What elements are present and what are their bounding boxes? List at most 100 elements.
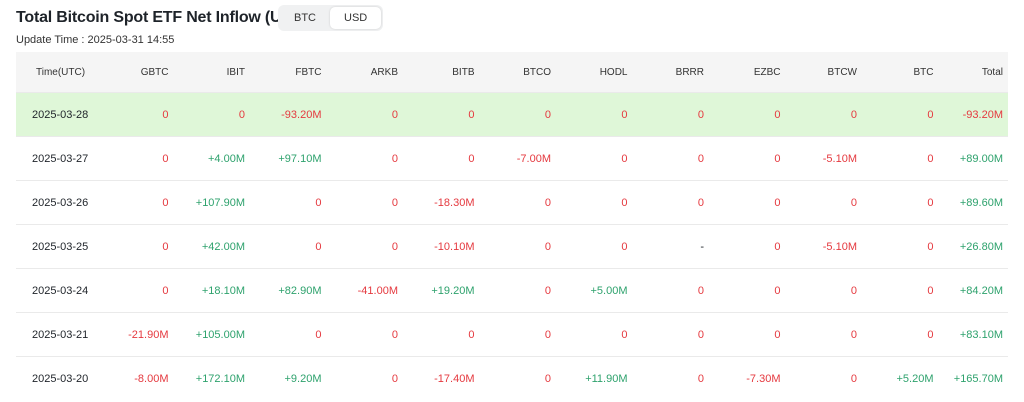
flow-cell: -5.10M [780, 136, 857, 181]
flow-cell: 0 [551, 312, 628, 357]
flow-cell: 0 [857, 224, 934, 269]
flow-cell: +26.80M [933, 224, 1008, 269]
column-header: BITB [398, 52, 475, 93]
date-cell: 2025-03-26 [16, 180, 92, 225]
flow-cell: +83.10M [933, 312, 1008, 357]
flow-cell: 0 [474, 180, 551, 225]
flow-cell: 0 [780, 356, 857, 400]
flow-cell: 0 [780, 92, 857, 137]
flow-cell: 0 [474, 224, 551, 269]
flow-cell: +172.10M [168, 356, 245, 400]
flow-cell: 0 [857, 268, 934, 313]
column-header: BTCO [474, 52, 551, 93]
column-header: IBIT [168, 52, 245, 93]
flow-cell: 0 [551, 180, 628, 225]
flow-cell: 0 [398, 312, 475, 357]
flow-cell: - [627, 224, 704, 269]
column-header: ARKB [321, 52, 398, 93]
unit-toggle: BTC USD [278, 5, 384, 31]
column-header: EZBC [704, 52, 781, 93]
flow-cell: 0 [321, 136, 398, 181]
flow-cell: 0 [92, 92, 169, 137]
flow-cell: +4.00M [168, 136, 245, 181]
flow-cell: 0 [704, 224, 781, 269]
flow-cell: 0 [92, 224, 169, 269]
flow-cell: 0 [168, 92, 245, 137]
flow-cell: 0 [704, 268, 781, 313]
column-header: Time(UTC) [16, 52, 92, 93]
flow-cell: -41.00M [321, 268, 398, 313]
flow-cell: 0 [474, 268, 551, 313]
flow-cell: 0 [92, 180, 169, 225]
flow-cell: 0 [704, 312, 781, 357]
flow-cell: 0 [551, 92, 628, 137]
flow-cell: 0 [780, 312, 857, 357]
flow-cell: -5.10M [780, 224, 857, 269]
flow-cell: +5.00M [551, 268, 628, 313]
flow-cell: 0 [627, 312, 704, 357]
flow-cell: +84.20M [933, 268, 1008, 313]
header-row: Time(UTC) GBTC IBIT FBTC ARKB BITB BTCO HODL BRR… [16, 52, 1008, 93]
flow-cell: -7.00M [474, 136, 551, 181]
flow-cell: 0 [627, 268, 704, 313]
flow-cell: -10.10M [398, 224, 475, 269]
column-header: GBTC [92, 52, 169, 93]
flow-cell: 0 [321, 92, 398, 137]
flow-cell: 0 [245, 180, 322, 225]
column-header: HODL [551, 52, 628, 93]
flow-cell: +97.10M [245, 136, 322, 181]
flow-cell: 0 [474, 356, 551, 400]
flow-cell: 0 [321, 356, 398, 400]
date-cell: 2025-03-28 [16, 92, 92, 137]
flow-cell: 0 [321, 312, 398, 357]
toggle-usd[interactable]: USD [330, 7, 382, 29]
flow-cell: -93.20M [933, 92, 1008, 137]
flow-cell: +11.90M [551, 356, 628, 400]
column-header: BTCW [780, 52, 857, 93]
flow-cell: +18.10M [168, 268, 245, 313]
flow-cell: 0 [474, 92, 551, 137]
flow-cell: +107.90M [168, 180, 245, 225]
flow-cell: 0 [704, 136, 781, 181]
flow-cell: 0 [551, 136, 628, 181]
flow-cell: 0 [857, 92, 934, 137]
table-row: 2025-03-21 -21.90M +105.00M 0 0 0 0 0 0 0 0 0 +83.10… [16, 312, 1008, 357]
flow-cell: 0 [857, 312, 934, 357]
flow-cell: 0 [398, 136, 475, 181]
flow-cell: 0 [627, 180, 704, 225]
flow-cell: -21.90M [92, 312, 169, 357]
date-cell: 2025-03-21 [16, 312, 92, 357]
flow-cell: 0 [704, 180, 781, 225]
column-header: Total [933, 52, 1008, 93]
flow-cell: 0 [627, 356, 704, 400]
flow-cell: -8.00M [92, 356, 169, 400]
flow-cell: 0 [780, 268, 857, 313]
flow-cell: +89.60M [933, 180, 1008, 225]
flow-cell: 0 [321, 180, 398, 225]
table-row: 2025-03-24 0 +18.10M +82.90M -41.00M +19.20M 0… [16, 268, 1008, 313]
flow-cell: 0 [92, 268, 169, 313]
flow-cell: 0 [627, 92, 704, 137]
table-row: 2025-03-27 0 +4.00M +97.10M 0 0 -7.00M 0 0 0 -5.10… [16, 136, 1008, 181]
column-header: FBTC [245, 52, 322, 93]
flow-cell: -93.20M [245, 92, 322, 137]
flow-cell: 0 [398, 92, 475, 137]
column-header: BTC [857, 52, 934, 93]
flow-cell: 0 [857, 180, 934, 225]
inflow-table: Time(UTC) GBTC IBIT FBTC ARKB BITB BTCO HODL BRR… [16, 52, 1008, 400]
flow-cell: +9.20M [245, 356, 322, 400]
flow-cell: 0 [245, 312, 322, 357]
table-row: 2025-03-26 0 +107.90M 0 0 -18.30M 0 0 0 0 0 0 +89.60… [16, 180, 1008, 225]
flow-cell: 0 [474, 312, 551, 357]
flow-cell: 0 [627, 136, 704, 181]
table-row: 2025-03-28 0 0 -93.20M 0 0 0 0 0 0 0 0 -93.20M [16, 92, 1008, 137]
flow-cell: +82.90M [245, 268, 322, 313]
flow-cell: +105.00M [168, 312, 245, 357]
title: Total Bitcoin Spot ETF Net Inflow (USD) [16, 9, 309, 26]
flow-cell: 0 [92, 136, 169, 181]
flow-cell: 0 [551, 224, 628, 269]
date-cell: 2025-03-25 [16, 224, 92, 269]
toggle-btc[interactable]: BTC [294, 12, 316, 24]
update-time: Update Time : 2025-03-31 14:55 [16, 34, 175, 46]
